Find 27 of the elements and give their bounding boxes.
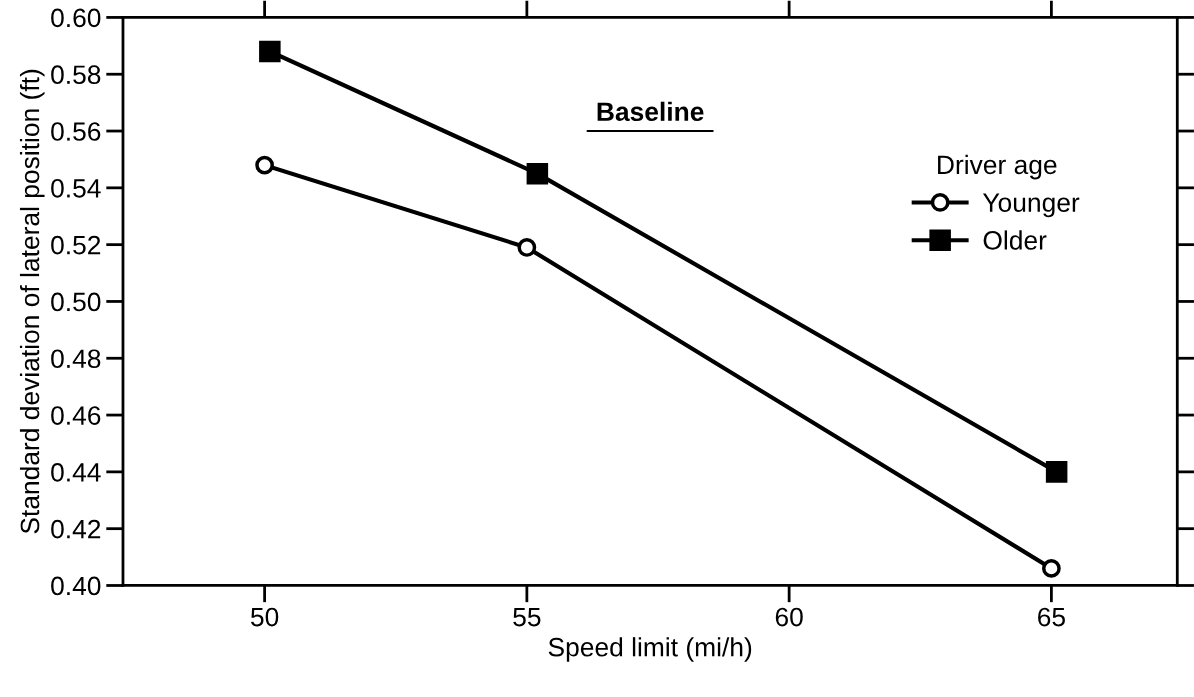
legend-label: Younger (982, 193, 1080, 218)
x-tick-label: 60 (775, 607, 803, 627)
y-tick-label: 0.40 (51, 576, 101, 596)
y-axis-title: Standard deviation of lateral position (ft) (19, 69, 45, 534)
y-tick-label: 0.58 (51, 65, 101, 85)
point (1042, 559, 1061, 578)
point (526, 162, 549, 185)
y-tick-label: 0.44 (51, 463, 101, 482)
y-tick-label: 0.48 (51, 349, 101, 369)
legend-label: Older (983, 230, 1047, 250)
y-tick-label: 0.50 (51, 292, 101, 312)
annotation: Baseline (597, 101, 704, 122)
y-tick-label: 0.56 (51, 122, 101, 141)
legend-title: Driver age (938, 154, 1057, 180)
point (517, 238, 537, 257)
y-tick-label: 0.46 (51, 406, 101, 425)
y-tick-label: 0.42 (51, 519, 101, 539)
y-tick-label: 0.52 (51, 235, 101, 255)
x-tick-label: 65 (1038, 607, 1065, 627)
x-axis-title: Speed limit (mi/h) (548, 637, 752, 662)
point (259, 40, 281, 63)
y-tick-label: 0.54 (51, 178, 101, 198)
y-tick-label: 0.60 (51, 8, 101, 28)
x-tick-label: 50 (250, 607, 279, 627)
point (1045, 461, 1068, 483)
x-tick-label: 55 (513, 607, 541, 627)
point (255, 155, 274, 175)
